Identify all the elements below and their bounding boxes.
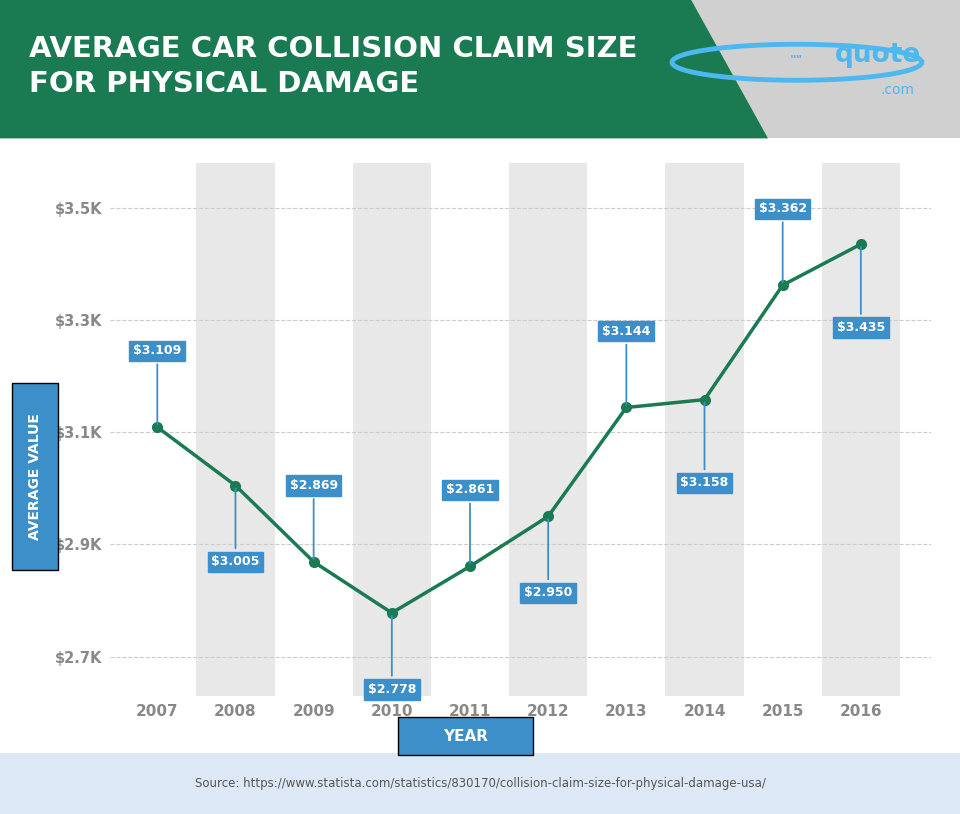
Text: $3.144: $3.144 [602,325,651,405]
Text: AVERAGE VALUE: AVERAGE VALUE [28,413,41,540]
Text: AVERAGE CAR COLLISION CLAIM SIZE
FOR PHYSICAL DAMAGE: AVERAGE CAR COLLISION CLAIM SIZE FOR PHY… [29,35,637,98]
Text: $2.861: $2.861 [445,484,494,563]
Text: $3.435: $3.435 [837,247,885,334]
Text: $2.950: $2.950 [524,519,572,599]
FancyBboxPatch shape [12,383,58,570]
Text: $3.109: $3.109 [133,344,181,424]
Bar [197,163,275,696]
Bar [509,163,588,696]
Bar [665,163,744,696]
FancyBboxPatch shape [398,717,533,755]
Text: "": "" [790,55,804,68]
Text: .com: .com [880,83,915,97]
Polygon shape [0,0,768,138]
Text: $2.778: $2.778 [368,615,416,696]
Bar [822,163,900,696]
Text: $2.869: $2.869 [290,479,338,559]
Text: quote: quote [835,42,922,68]
Text: $3.005: $3.005 [211,488,259,568]
Text: Source: https://www.statista.com/statistics/830170/collision-claim-size-for-phys: Source: https://www.statista.com/statist… [195,777,765,790]
Bar [352,163,431,696]
Text: $3.362: $3.362 [758,202,806,282]
Text: YEAR: YEAR [444,729,488,744]
Text: $3.158: $3.158 [681,402,729,489]
